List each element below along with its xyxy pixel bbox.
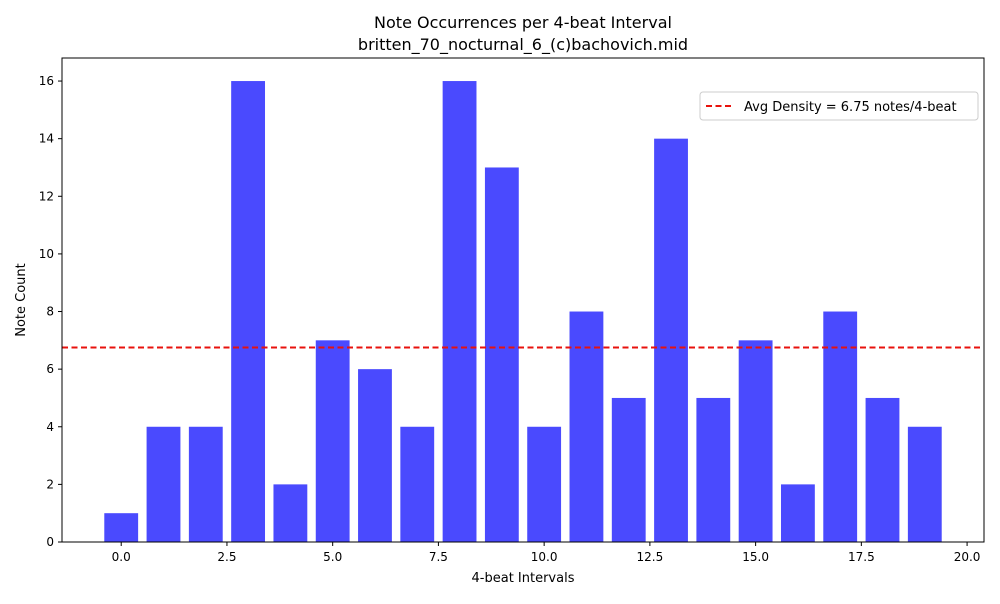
chart-subtitle: britten_70_nocturnal_6_(c)bachovich.mid <box>357 35 689 54</box>
bar <box>442 81 477 543</box>
chart-title: Note Occurrences per 4-beat Interval <box>374 13 672 32</box>
bar <box>400 426 435 542</box>
y-tick-label: 4 <box>46 420 54 434</box>
bar <box>654 138 688 542</box>
bar <box>823 311 858 542</box>
x-tick-label: 5.0 <box>323 550 342 564</box>
bar <box>273 484 308 542</box>
legend-label-average: Avg Density = 6.75 notes/4-beat <box>744 100 957 115</box>
bar <box>484 167 519 542</box>
bar <box>611 397 646 542</box>
x-tick-label: 12.5 <box>637 550 664 564</box>
x-tick-label: 10.0 <box>531 550 558 564</box>
x-axis-ticks: 0.0 2.5 5.0 7.5 10.0 12.5 15.0 17.5 20.0 <box>112 542 981 564</box>
y-tick-label: 14 <box>39 132 54 146</box>
x-tick-label: 15.0 <box>742 550 769 564</box>
bar <box>146 426 181 542</box>
y-tick-label: 2 <box>46 477 54 491</box>
bar <box>188 426 223 542</box>
bar <box>104 513 139 542</box>
y-tick-label: 16 <box>39 74 54 88</box>
bars-layer <box>104 81 942 543</box>
bar <box>315 340 350 542</box>
bar <box>358 369 392 542</box>
bar <box>865 397 900 542</box>
x-tick-label: 0.0 <box>112 550 131 564</box>
x-tick-label: 20.0 <box>954 550 981 564</box>
bar <box>696 397 731 542</box>
y-tick-label: 0 <box>46 535 54 549</box>
y-tick-label: 6 <box>46 362 54 376</box>
bar <box>738 340 773 542</box>
y-tick-label: 8 <box>46 305 54 319</box>
bar <box>231 81 266 543</box>
y-tick-label: 12 <box>39 189 54 203</box>
bar <box>569 311 604 542</box>
y-tick-label: 10 <box>39 247 54 261</box>
legend-box <box>699 91 979 121</box>
x-tick-label: 2.5 <box>217 550 236 564</box>
x-axis-label: 4-beat Intervals <box>472 571 575 586</box>
x-tick-label: 7.5 <box>429 550 448 564</box>
legend: Avg Density = 6.75 notes/4-beat <box>699 91 979 121</box>
bar <box>527 426 562 542</box>
y-axis-label: Note Count <box>14 263 29 337</box>
y-axis-ticks: 0 2 4 6 8 10 12 14 16 <box>39 74 62 549</box>
bar <box>907 426 942 542</box>
bar <box>780 484 815 542</box>
x-tick-label: 17.5 <box>848 550 875 564</box>
plot-frame <box>61 57 985 543</box>
